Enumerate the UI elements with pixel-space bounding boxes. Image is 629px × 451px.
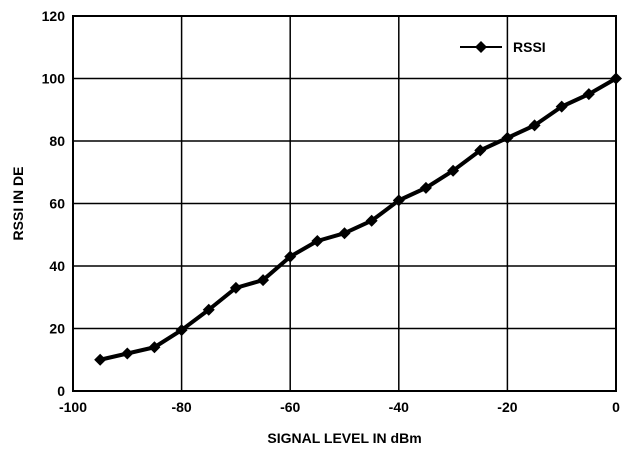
data-point-0-18 (582, 88, 595, 101)
x-tick-label-5: 0 (612, 399, 620, 415)
y-tick-label-6: 120 (42, 8, 66, 24)
data-point-0-13 (447, 164, 460, 177)
x-tick-label-1: -80 (171, 399, 191, 415)
legend-marker-0 (475, 41, 487, 53)
data-point-0-7 (284, 250, 297, 263)
data-point-0-6 (257, 274, 270, 287)
data-point-0-12 (419, 181, 432, 194)
data-point-0-16 (528, 119, 541, 132)
data-point-0-15 (501, 131, 514, 144)
data-point-0-4 (202, 303, 215, 316)
y-tick-label-1: 20 (49, 321, 65, 337)
series-line-0 (98, 76, 618, 362)
data-point-0-17 (555, 100, 568, 113)
data-point-0-8 (311, 235, 324, 247)
data-point-0-10 (365, 214, 378, 227)
y-tick-label-2: 40 (49, 258, 65, 274)
y-axis-title: RSSI IN DE (10, 167, 26, 241)
data-point-0-1 (121, 347, 134, 360)
plot-area-frame (72, 15, 617, 392)
grid-lines (72, 15, 617, 392)
data-point-0-19 (610, 72, 622, 85)
data-point-0-11 (392, 194, 405, 207)
x-axis-title: SIGNAL LEVEL IN dBm (267, 430, 421, 446)
legend-label-0: RSSI (513, 39, 546, 55)
data-point-0-2 (148, 341, 161, 354)
x-axis-ticks: -100 -80 -60 -40 -20 0 (59, 399, 620, 415)
data-point-0-0 (94, 353, 107, 366)
y-tick-label-0: 0 (57, 383, 65, 399)
data-point-0-14 (474, 144, 487, 157)
x-tick-label-4: -20 (497, 399, 517, 415)
x-tick-label-0: -100 (59, 399, 87, 415)
x-tick-label-2: -60 (280, 399, 300, 415)
legend: RSSI (460, 39, 546, 55)
data-point-0-9 (338, 227, 351, 240)
y-axis-ticks: 0 20 40 60 80 100 120 (42, 8, 66, 399)
x-tick-label-3: -40 (389, 399, 409, 415)
data-point-0-5 (229, 281, 242, 294)
data-point-0-3 (175, 324, 188, 337)
series-layer (94, 72, 622, 366)
y-tick-label-4: 80 (49, 133, 65, 149)
y-tick-label-5: 100 (42, 71, 66, 87)
y-tick-label-3: 60 (49, 196, 65, 212)
